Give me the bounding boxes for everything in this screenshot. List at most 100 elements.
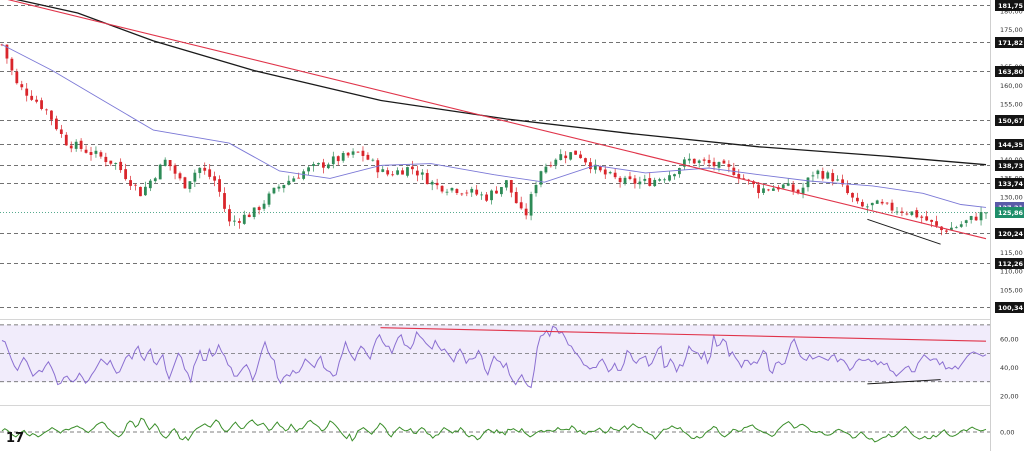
candle-body bbox=[84, 149, 88, 153]
candle-body bbox=[549, 165, 553, 167]
candle-body bbox=[430, 181, 434, 185]
candle-body bbox=[885, 202, 889, 204]
candle-body bbox=[682, 159, 686, 167]
price-tick-label: 110,00 bbox=[1000, 268, 1023, 276]
candle-body bbox=[979, 212, 983, 221]
candle-body bbox=[420, 172, 424, 175]
candle-body bbox=[984, 212, 988, 214]
candle-body bbox=[312, 164, 315, 167]
candle-body bbox=[213, 176, 217, 181]
candle-body bbox=[554, 159, 558, 165]
candle-body bbox=[272, 187, 276, 194]
candle-body bbox=[643, 178, 647, 181]
candle-body bbox=[964, 220, 968, 223]
candle-body bbox=[401, 170, 404, 175]
candle-body bbox=[771, 188, 775, 191]
candle-body bbox=[786, 183, 790, 186]
support-trendline bbox=[867, 218, 941, 245]
candle-body bbox=[203, 167, 207, 171]
candle-body bbox=[658, 179, 662, 181]
candle-body bbox=[391, 174, 395, 176]
candle-body bbox=[767, 189, 770, 191]
candle-body bbox=[445, 191, 449, 193]
candle-body bbox=[954, 227, 958, 229]
candle-body bbox=[40, 100, 43, 109]
oscillator-tick-label: 0,00 bbox=[1000, 428, 1014, 436]
candle-body bbox=[826, 172, 830, 179]
candle-body bbox=[524, 208, 528, 216]
candle-body bbox=[317, 163, 320, 165]
candle-body bbox=[168, 160, 172, 167]
candle-body bbox=[218, 179, 221, 192]
candle-body bbox=[242, 214, 246, 224]
candle-body bbox=[356, 151, 360, 153]
candle-body bbox=[267, 193, 271, 205]
candle-body bbox=[69, 145, 73, 149]
candle-body bbox=[163, 159, 167, 166]
candle-body bbox=[490, 190, 493, 201]
candle-body bbox=[415, 170, 419, 176]
descending-trendline bbox=[7, 0, 987, 240]
level-tag bbox=[995, 115, 1024, 126]
candle-body bbox=[747, 179, 751, 181]
candle-body bbox=[366, 154, 370, 160]
candle-body bbox=[435, 182, 439, 186]
level-tag-label: 138,73 bbox=[998, 162, 1023, 170]
candle-body bbox=[618, 177, 622, 183]
candle-body bbox=[371, 159, 375, 161]
candle-body bbox=[475, 189, 479, 195]
candle-body bbox=[875, 200, 879, 204]
candle-body bbox=[974, 216, 978, 221]
candle-body bbox=[880, 201, 884, 204]
level-tag bbox=[995, 0, 1024, 11]
candle-body bbox=[411, 166, 414, 170]
candle-body bbox=[381, 169, 385, 172]
candle-body bbox=[945, 230, 948, 232]
price-tick-label: 175,00 bbox=[1000, 26, 1023, 34]
candle-body bbox=[480, 194, 484, 196]
candle-body bbox=[925, 216, 929, 221]
candle-body bbox=[504, 180, 508, 188]
candle-body bbox=[119, 161, 123, 171]
candle-body bbox=[237, 221, 241, 223]
candle-body bbox=[959, 224, 963, 227]
candle-body bbox=[183, 177, 187, 189]
level-tag bbox=[995, 66, 1024, 77]
candle-body bbox=[653, 179, 657, 187]
rsi-tick-label: 20,00 bbox=[1000, 392, 1019, 400]
candle-body bbox=[742, 178, 746, 180]
candle-body bbox=[890, 202, 894, 211]
candle-body bbox=[707, 159, 711, 164]
candle-body bbox=[865, 206, 869, 208]
candle-body bbox=[500, 186, 503, 195]
level-tag bbox=[995, 160, 1024, 171]
level-tag bbox=[995, 37, 1024, 48]
level-tag-label: 150,67 bbox=[998, 117, 1023, 125]
candle-body bbox=[856, 197, 859, 202]
candle-body bbox=[188, 181, 192, 189]
candle-body bbox=[762, 188, 765, 193]
level-tag bbox=[995, 139, 1024, 150]
candle-body bbox=[326, 164, 330, 169]
candle-body bbox=[593, 164, 597, 170]
candle-body bbox=[262, 203, 266, 209]
candle-body bbox=[811, 175, 815, 177]
candle-body bbox=[949, 227, 953, 231]
logo-text: 17 bbox=[6, 431, 24, 446]
candle-body bbox=[450, 187, 454, 191]
candle-body bbox=[584, 158, 587, 163]
candle-body bbox=[346, 152, 350, 156]
candle-body bbox=[757, 184, 760, 193]
candle-body bbox=[836, 179, 840, 181]
candle-body bbox=[193, 172, 197, 182]
candle-body bbox=[351, 151, 355, 155]
candle-body bbox=[851, 192, 854, 198]
candle-body bbox=[712, 161, 716, 167]
candle-body bbox=[608, 172, 612, 174]
candle-body bbox=[900, 211, 904, 213]
candle-body bbox=[223, 193, 226, 209]
candle-body bbox=[648, 178, 652, 186]
candle-body bbox=[50, 110, 53, 120]
